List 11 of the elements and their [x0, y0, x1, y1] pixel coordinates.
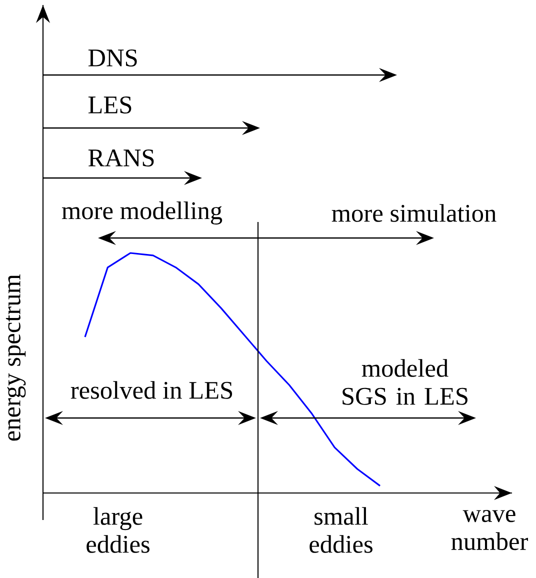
x-axis-title: wave number	[451, 510, 528, 550]
y-axis-title: energy spectrum	[6, 274, 26, 441]
annotation: modeled SGS in LES	[342, 359, 468, 405]
text: DNS	[88, 49, 137, 67]
text: more modelling	[62, 201, 222, 225]
text: more simulation	[332, 204, 496, 222]
text: small eddies	[310, 507, 372, 553]
text: large eddies	[86, 507, 150, 553]
text: RANS	[88, 149, 154, 167]
annotation: resolved in LES	[70, 381, 232, 399]
text: LES	[88, 96, 132, 114]
